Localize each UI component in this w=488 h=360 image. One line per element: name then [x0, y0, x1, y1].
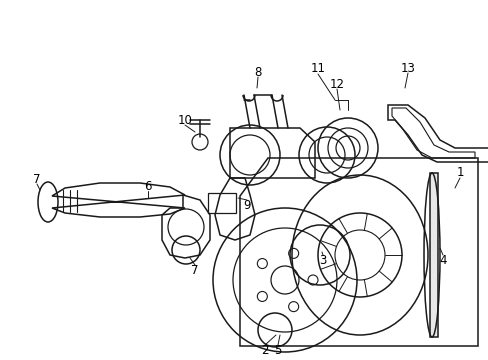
Text: 5: 5	[274, 343, 281, 356]
Bar	[207, 193, 236, 213]
Text: 13: 13	[400, 62, 415, 75]
Text: 7: 7	[191, 264, 198, 276]
Text: 10: 10	[177, 113, 192, 126]
Text: 4: 4	[438, 253, 446, 266]
Text: 3: 3	[319, 253, 326, 266]
Text: 8: 8	[254, 66, 261, 78]
Text: 11: 11	[310, 62, 325, 75]
Text: 7: 7	[33, 172, 41, 185]
Text: 1: 1	[455, 166, 463, 179]
Text: 9: 9	[243, 198, 250, 212]
Text: 6: 6	[144, 180, 151, 193]
Text: 2: 2	[261, 343, 268, 356]
Polygon shape	[429, 173, 437, 337]
Text: 12: 12	[329, 77, 344, 90]
